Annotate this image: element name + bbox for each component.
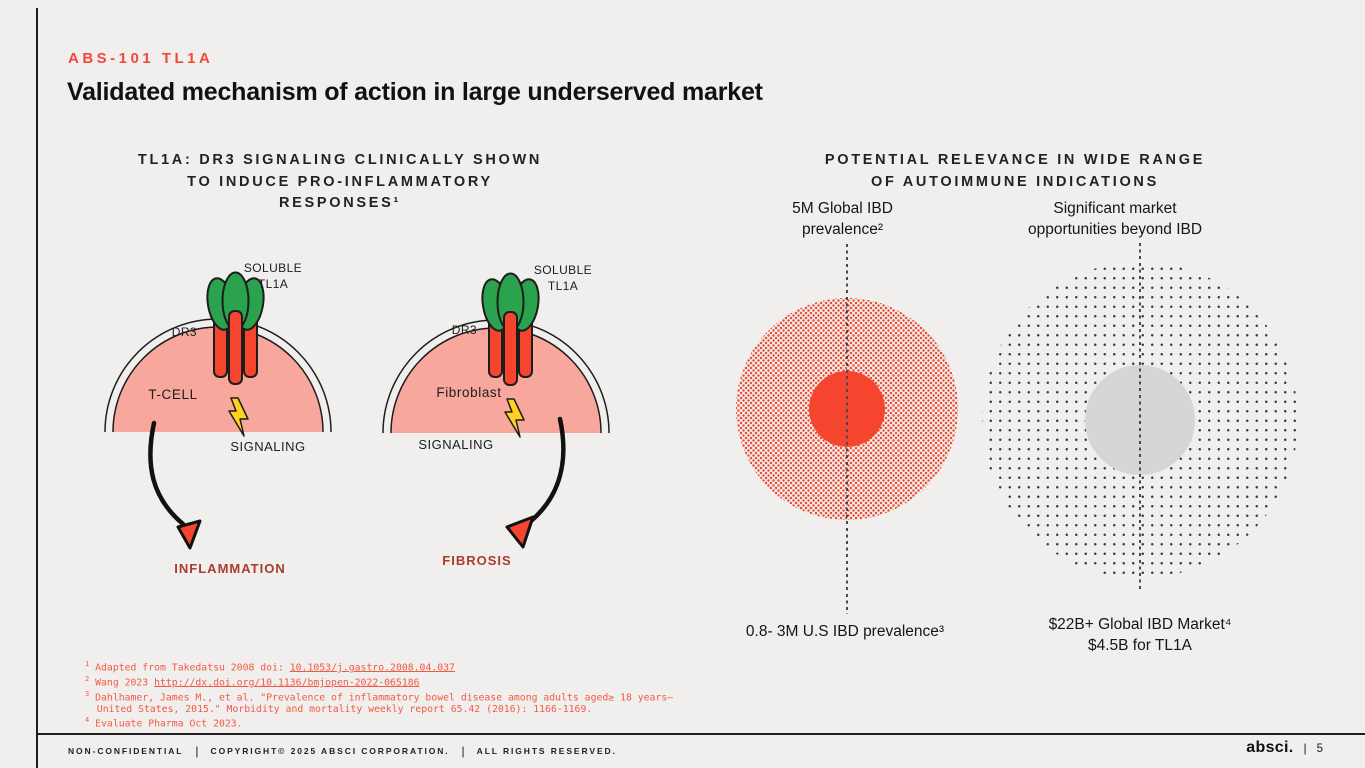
tcell-ligand-label1: SOLUBLE xyxy=(244,261,302,275)
footer-separator: | xyxy=(195,744,199,758)
inflammation-arrow xyxy=(148,420,186,527)
footnote-4: 4 Evaluate Pharma Oct 2023. xyxy=(85,716,243,730)
slide-eyebrow: ABS-101 TL1A xyxy=(68,50,214,67)
left-accent-line xyxy=(36,8,38,768)
footer-divider xyxy=(38,733,1365,735)
ibd-prevalence-bottom-label: 0.8- 3M U.S IBD prevalence³ xyxy=(745,623,945,640)
page-number: 5 xyxy=(1316,743,1323,755)
ibd-prevalence-top-label: 5M Global IBD prevalence² xyxy=(792,200,893,238)
inflammation-arrowhead-icon xyxy=(176,519,202,550)
footnote-3: 3 Dahlhamer, James M., et al. "Prevalenc… xyxy=(85,689,674,715)
left-panel-heading: TL1A: DR3 SIGNALING CLINICALLY SHOWN TO … xyxy=(70,150,610,215)
footer-rights: ALL RIGHTS RESERVED. xyxy=(476,746,617,756)
footnote-1-link[interactable]: 10.1053/j.gastro.2008.04.037 xyxy=(289,662,455,674)
footnotes: 1 Adapted from Takedatsu 2008 doi: 10.10… xyxy=(85,659,673,730)
tcell-receptor-label: DR3 xyxy=(172,325,197,339)
market-bottom-label: $22B+ Global IBD Market⁴ $4.5B for TL1A xyxy=(1048,616,1232,654)
footnote-2: 2 Wang 2023 http://dx.doi.org/10.1136/bm… xyxy=(85,674,420,689)
fibroblast-body xyxy=(391,328,601,433)
fibroblast-signal-label: SIGNALING xyxy=(418,437,493,452)
market-top-label: Significant market opportunities beyond … xyxy=(1027,200,1203,238)
tcell-signal-label: SIGNALING xyxy=(230,439,305,454)
left-heading-line1: TL1A: DR3 SIGNALING CLINICALLY SHOWN xyxy=(137,152,543,168)
footer-copyright: COPYRIGHT© 2025 ABSCI CORPORATION. xyxy=(210,746,450,756)
inflammation-label: INFLAMMATION xyxy=(174,561,285,576)
tl1a-ligand-icon xyxy=(206,271,265,331)
dr3-receptor-center-bar xyxy=(228,310,243,385)
fibrosis-arrowhead-icon xyxy=(505,515,535,549)
right-heading-line1: POTENTIAL RELEVANCE IN WIDE RANGE xyxy=(824,152,1206,168)
tcell-diagram: SOLUBLE TL1A DR3 T-CELL SIGNALING INFLAM… xyxy=(104,261,332,576)
absci-logo: absci. xyxy=(1246,739,1294,756)
lightning-icon xyxy=(504,398,525,438)
tcell-ligand-label2: TL1A xyxy=(258,277,288,291)
fibroblast-ligand-label1: SOLUBLE xyxy=(534,263,592,277)
footer-disclaimer: NON-CONFIDENTIAL | COPYRIGHT© 2025 ABSCI… xyxy=(68,744,617,758)
dr3-receptor-center-bar xyxy=(503,311,518,386)
footnote-2-link[interactable]: http://dx.doi.org/10.1136/bmjopen-2022-0… xyxy=(154,677,420,689)
signaling-diagrams: SOLUBLE TL1A DR3 T-CELL SIGNALING INFLAM… xyxy=(104,261,610,576)
left-heading-line3: RESPONSES¹ xyxy=(278,195,402,211)
footer-separator: | xyxy=(461,744,465,758)
fibroblast-ligand-label2: TL1A xyxy=(548,279,578,293)
fibrosis-label: FIBROSIS xyxy=(442,553,511,568)
lightning-icon xyxy=(228,397,249,437)
tcell-label: T-CELL xyxy=(148,387,197,402)
fibrosis-arrow xyxy=(528,416,566,524)
ibd-circle-axis-line xyxy=(846,244,848,614)
market-circle-axis-line xyxy=(1139,243,1141,592)
footnote-1: 1 Adapted from Takedatsu 2008 doi: 10.10… xyxy=(85,660,455,674)
footer-brand: absci. | 5 xyxy=(1246,739,1323,757)
fibroblast-label: Fibroblast xyxy=(436,385,501,400)
tcell-body xyxy=(113,327,323,432)
fibroblast-diagram: SOLUBLE TL1A DR3 Fibroblast SIGNALING FI… xyxy=(382,263,610,568)
page-title: Validated mechanism of action in large u… xyxy=(67,78,763,106)
right-panel-heading: POTENTIAL RELEVANCE IN WIDE RANGE OF AUT… xyxy=(770,150,1260,193)
footer-confidentiality: NON-CONFIDENTIAL xyxy=(68,746,184,756)
page-separator: | xyxy=(1303,741,1307,755)
left-heading-line2: TO INDUCE PRO-INFLAMMATORY xyxy=(187,173,493,190)
right-heading-line2: OF AUTOIMMUNE INDICATIONS xyxy=(871,173,1159,190)
fibroblast-receptor-label: DR3 xyxy=(452,323,477,337)
